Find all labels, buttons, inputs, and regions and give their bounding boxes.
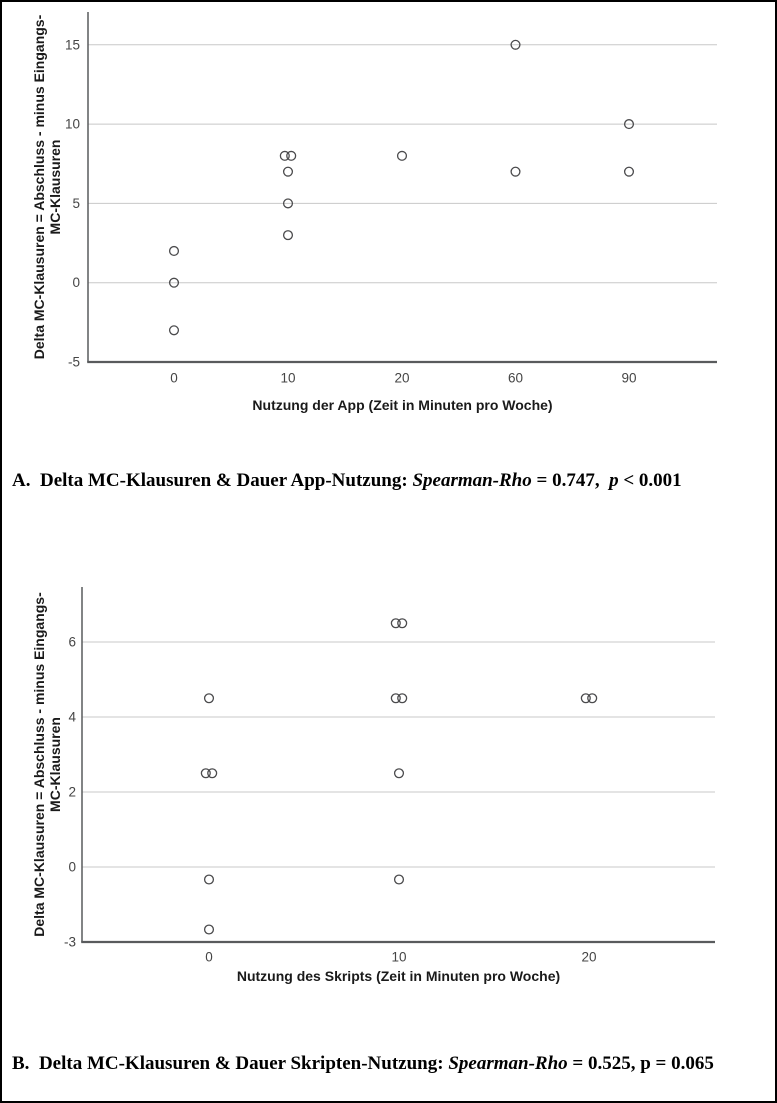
scatter-point [207,768,218,779]
scatter-point [282,166,294,177]
y-axis-title-line1: Delta MC-Klausuren = Abschluss - minus E… [31,14,47,359]
y-axis-title-line1: Delta MC-Klausuren = Abschluss - minus E… [31,592,47,937]
caption-text: < 0.001 [618,470,682,491]
scatter-point [390,693,401,704]
scatter-point [396,150,408,161]
scatter-point [168,245,180,257]
x-tick-label: 20 [581,950,596,965]
caption-text: = 0.525, p = 0.065 [567,1053,714,1074]
scatter-point [510,39,521,50]
caption-stat-term: Spearman-Rho [448,1053,568,1074]
x-tick-label: 0 [205,950,213,965]
scatter-point [282,198,294,209]
caption-text: Delta MC-Klausuren & Dauer Skripten-Nutz… [29,1053,449,1074]
x-tick-label: 90 [621,371,636,386]
x-tick-label: 0 [170,371,178,386]
script-usage-scatter-chart: -3 0 2 4 6 0 10 20 Nutzung des Skripts (Zeit in … [31,587,715,984]
scatter-point [203,693,215,704]
caption-text: A. [12,470,31,491]
scatter-point [393,768,405,779]
scatter-point [279,150,290,161]
caption-stat-term: Spearman-Rho [412,470,532,491]
caption-text: = 0.747, [531,470,610,491]
y-tick-label: -3 [64,935,76,950]
caption-text: B. [12,1053,30,1074]
scatter-point [286,150,297,161]
scatter-point [168,325,180,336]
caption-a: A. Delta MC-Klausuren & Dauer App-Nutzun… [12,470,769,492]
x-tick-label: 10 [280,371,295,386]
scatter-point [397,618,408,629]
scatter-point [203,874,215,885]
x-tick-label: 20 [394,371,409,386]
y-tick-label: 2 [68,785,76,800]
y-tick-label: 15 [65,37,80,52]
y-axis-title-line2: MC-Klausuren [47,140,63,235]
y-tick-label: 0 [68,860,76,875]
scatter-point [282,230,294,241]
scatter-point [580,693,591,704]
scatter-point [623,119,635,130]
scatter-point [390,618,401,629]
y-axis-title-line2: MC-Klausuren [47,717,63,812]
scatter-point [168,277,180,288]
x-axis-title: Nutzung des Skripts (Zeit in Minuten pro… [237,968,560,984]
y-tick-label: 10 [65,117,80,132]
caption-stat-term: p [609,470,619,491]
scatter-point [587,693,598,704]
y-tick-label: -5 [68,355,80,370]
scatter-point [397,693,408,704]
caption-b: B. Delta MC-Klausuren & Dauer Skripten-N… [12,1053,769,1075]
y-tick-label: 5 [72,196,80,211]
y-tick-label: 0 [72,275,80,290]
x-axis-title: Nutzung der App (Zeit in Minuten pro Woc… [252,397,552,413]
x-tick-label: 60 [508,371,523,386]
scatter-point [510,166,521,177]
x-tick-label: 10 [391,950,406,965]
scatter-point [203,924,215,935]
caption-text: Delta MC-Klausuren & Dauer App-Nutzung: [30,470,413,491]
scatter-point [393,874,405,885]
y-tick-label: 4 [68,710,76,725]
app-usage-scatter-chart: -5 0 5 10 15 0 10 20 60 90 Nutzung der App (Zeit i… [31,12,717,413]
y-tick-label: 6 [68,635,76,650]
scatter-point [200,768,211,779]
scatter-point [623,166,635,177]
